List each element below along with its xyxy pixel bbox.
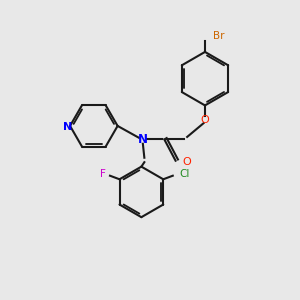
Text: N: N	[138, 133, 148, 146]
Text: O: O	[201, 115, 209, 125]
Text: F: F	[100, 169, 106, 179]
Text: Cl: Cl	[180, 169, 190, 179]
Text: Br: Br	[213, 32, 225, 41]
Text: O: O	[182, 157, 191, 167]
Text: N: N	[63, 122, 72, 132]
